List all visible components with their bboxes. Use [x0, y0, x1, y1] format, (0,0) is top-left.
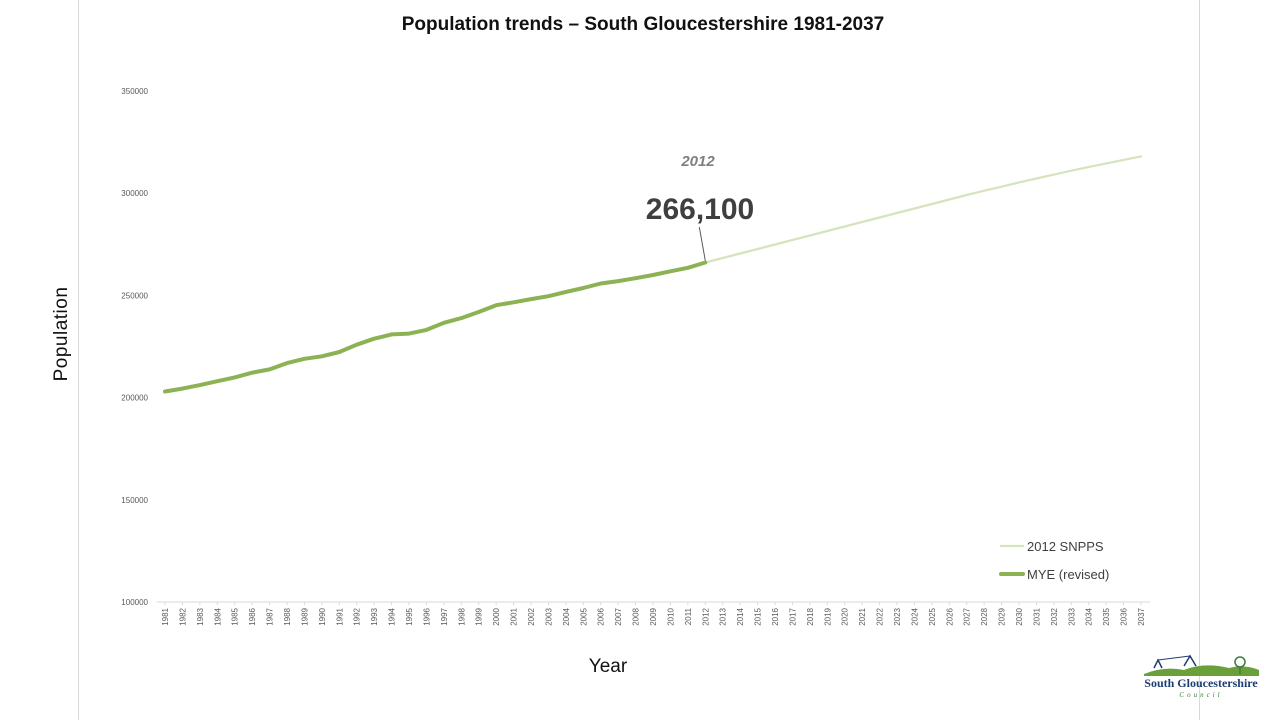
x-tick-label: 2007 — [614, 607, 623, 625]
x-tick-label: 2014 — [736, 607, 745, 625]
legend-label: MYE (revised) — [1027, 567, 1109, 582]
y-tick-label: 200000 — [121, 394, 148, 403]
chart-panel — [78, 0, 1200, 720]
x-tick-label: 2009 — [649, 607, 658, 625]
x-tick-label: 2008 — [632, 607, 641, 625]
x-tick-label: 1982 — [178, 607, 187, 625]
x-tick-label: 2035 — [1102, 607, 1111, 625]
x-tick-label: 2023 — [893, 607, 902, 625]
x-tick-label: 2019 — [823, 607, 832, 625]
x-tick-label: 2031 — [1032, 607, 1041, 625]
x-tick-label: 1987 — [266, 607, 275, 625]
council-logo-emblem-icon — [1144, 654, 1259, 676]
x-tick-label: 2001 — [510, 607, 519, 625]
x-tick-label: 1995 — [405, 607, 414, 625]
x-tick-label: 2018 — [806, 607, 815, 625]
council-logo-name: South Gloucestershire — [1144, 676, 1258, 690]
y-tick-label: 100000 — [121, 598, 148, 607]
x-tick-label: 2000 — [492, 607, 501, 625]
x-tick-label: 1983 — [196, 607, 205, 625]
x-tick-label: 2004 — [562, 607, 571, 625]
x-tick-label: 2026 — [945, 607, 954, 625]
x-tick-label: 2011 — [684, 607, 693, 625]
x-tick-label: 2032 — [1050, 607, 1059, 625]
x-tick-label: 1986 — [248, 607, 257, 625]
x-tick-label: 1985 — [231, 607, 240, 625]
legend-label: 2012 SNPPS — [1027, 539, 1104, 554]
x-tick-label: 1992 — [353, 607, 362, 625]
x-tick-label: 1998 — [457, 607, 466, 625]
x-tick-label: 1991 — [335, 607, 344, 625]
x-tick-label: 2028 — [980, 607, 989, 625]
annotation-value-label: 266,100 — [646, 193, 754, 226]
x-tick-label: 2024 — [910, 607, 919, 625]
x-axis-label: Year — [588, 656, 628, 677]
x-tick-label: 1988 — [283, 607, 292, 625]
x-tick-label: 2034 — [1085, 607, 1094, 625]
x-tick-label: 1997 — [440, 607, 449, 625]
x-tick-label: 2012 — [701, 607, 710, 625]
council-logo-subtitle: Council — [1179, 691, 1223, 699]
y-tick-label: 350000 — [121, 87, 148, 96]
annotation-year-label: 2012 — [680, 153, 715, 170]
x-tick-label: 2025 — [928, 607, 937, 625]
series-line — [704, 155, 1143, 264]
annotation-leader-line — [698, 226, 706, 261]
series-line — [163, 260, 708, 394]
x-tick-label: 1990 — [318, 607, 327, 625]
x-tick-label: 2010 — [666, 607, 675, 625]
x-tick-label: 2027 — [963, 607, 972, 625]
x-tick-label: 2029 — [998, 607, 1007, 625]
x-tick-label: 2002 — [527, 607, 536, 625]
x-tick-label: 2006 — [597, 607, 606, 625]
chart-title: Population trends – South Gloucestershir… — [401, 14, 885, 35]
x-tick-label: 1981 — [161, 607, 170, 625]
y-tick-label: 300000 — [121, 189, 148, 198]
x-tick-label: 1999 — [475, 607, 484, 625]
x-tick-label: 2013 — [719, 607, 728, 625]
x-tick-label: 2005 — [579, 607, 588, 625]
x-tick-label: 2030 — [1015, 607, 1024, 625]
x-tick-label: 2016 — [771, 607, 780, 625]
x-tick-label: 1996 — [422, 607, 431, 625]
x-tick-label: 2037 — [1137, 607, 1146, 625]
x-tick-label: 1993 — [370, 607, 379, 625]
x-tick-label: 1984 — [213, 607, 222, 625]
council-logo: South Gloucestershire Council — [1134, 652, 1268, 716]
x-tick-label: 2020 — [841, 607, 850, 625]
x-tick-label: 1989 — [300, 607, 309, 625]
x-tick-label: 2033 — [1067, 607, 1076, 625]
x-tick-label: 2021 — [858, 607, 867, 625]
y-tick-label: 250000 — [121, 291, 148, 300]
x-tick-label: 2015 — [754, 607, 763, 625]
x-tick-label: 2003 — [544, 607, 553, 625]
y-tick-label: 150000 — [121, 496, 148, 505]
x-tick-label: 2036 — [1120, 607, 1129, 625]
x-tick-label: 2022 — [876, 607, 885, 625]
x-tick-label: 1994 — [388, 607, 397, 625]
x-tick-label: 2017 — [788, 607, 797, 625]
